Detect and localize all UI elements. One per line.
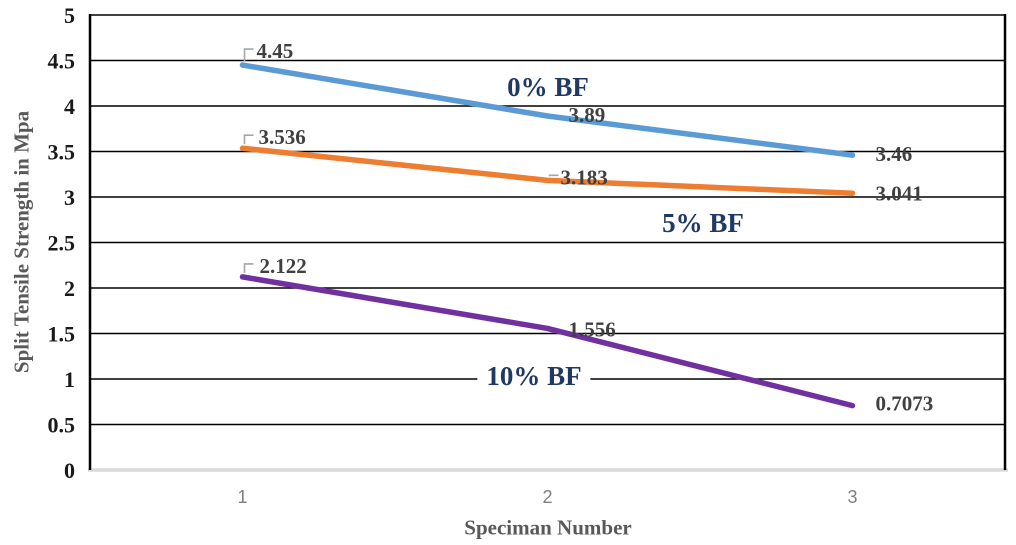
y-tick-label: 0 bbox=[64, 458, 75, 483]
data-label: 0.7073 bbox=[876, 392, 934, 416]
series-line-0-bf bbox=[239, 62, 856, 158]
y-tick-label: 5 bbox=[64, 3, 75, 28]
data-label-leader-line bbox=[243, 134, 254, 145]
data-label: 3.89 bbox=[569, 103, 606, 127]
y-tick-label: 2 bbox=[64, 276, 75, 301]
data-label: 3.183 bbox=[561, 165, 608, 189]
data-label: 2.122 bbox=[260, 254, 307, 278]
y-axis-title: Split Tensile Strength in Mpa bbox=[9, 110, 34, 374]
series-line-5-bf bbox=[239, 145, 856, 197]
x-tick-label: 1 bbox=[237, 487, 247, 507]
series-line-10-bf bbox=[239, 274, 856, 409]
series-annotation-5-bf: 5% BF bbox=[662, 207, 744, 238]
data-label: 4.45 bbox=[257, 39, 294, 63]
x-tick-label: 2 bbox=[542, 487, 552, 507]
series-annotation-0-bf: 0% BF bbox=[507, 71, 589, 102]
data-label: 3.041 bbox=[876, 181, 923, 205]
y-tick-label: 1 bbox=[64, 367, 75, 392]
y-tick-label: 0.5 bbox=[48, 413, 76, 438]
y-tick-label: 4.5 bbox=[48, 49, 76, 74]
data-label: 1.556 bbox=[569, 317, 616, 341]
data-label: 3.46 bbox=[876, 142, 913, 166]
series-annotation-10-bf: 10% BF bbox=[477, 361, 591, 390]
data-label-leader-line bbox=[243, 48, 254, 62]
data-label-leader-line bbox=[548, 174, 559, 177]
y-tick-label: 1.5 bbox=[48, 322, 76, 347]
data-label: 3.536 bbox=[259, 125, 306, 149]
y-tick-label: 4 bbox=[64, 94, 75, 119]
y-tick-label: 2.5 bbox=[48, 231, 76, 256]
x-tick-label: 3 bbox=[847, 487, 857, 507]
data-label-leader-line bbox=[243, 263, 254, 273]
y-tick-label: 3 bbox=[64, 185, 75, 210]
x-axis-title: Speciman Number bbox=[464, 515, 632, 540]
y-tick-label: 3.5 bbox=[48, 140, 76, 165]
